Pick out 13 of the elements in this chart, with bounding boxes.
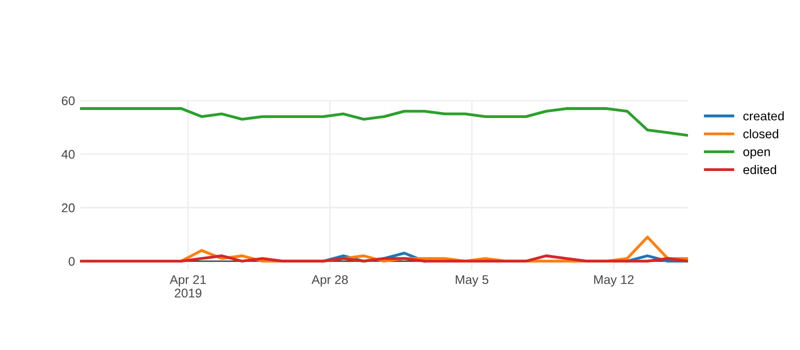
x-tick-label: Apr 28 (312, 275, 348, 287)
y-tick-label: 40 (62, 150, 75, 159)
legend-label: edited (743, 164, 776, 174)
y-tick-label: 20 (62, 203, 75, 212)
legend-label: created (743, 111, 784, 120)
x-tick-label: May 5 (456, 275, 488, 287)
y-tick-label: 0 (68, 256, 75, 266)
legend-label: closed (743, 129, 778, 138)
line-series (80, 107, 688, 137)
y-tick-label: 60 (62, 96, 75, 106)
legend-label: open (743, 149, 770, 159)
x-tick-label: May 12 (594, 275, 634, 287)
x-tick-label: Apr 21 2019 (170, 275, 206, 298)
